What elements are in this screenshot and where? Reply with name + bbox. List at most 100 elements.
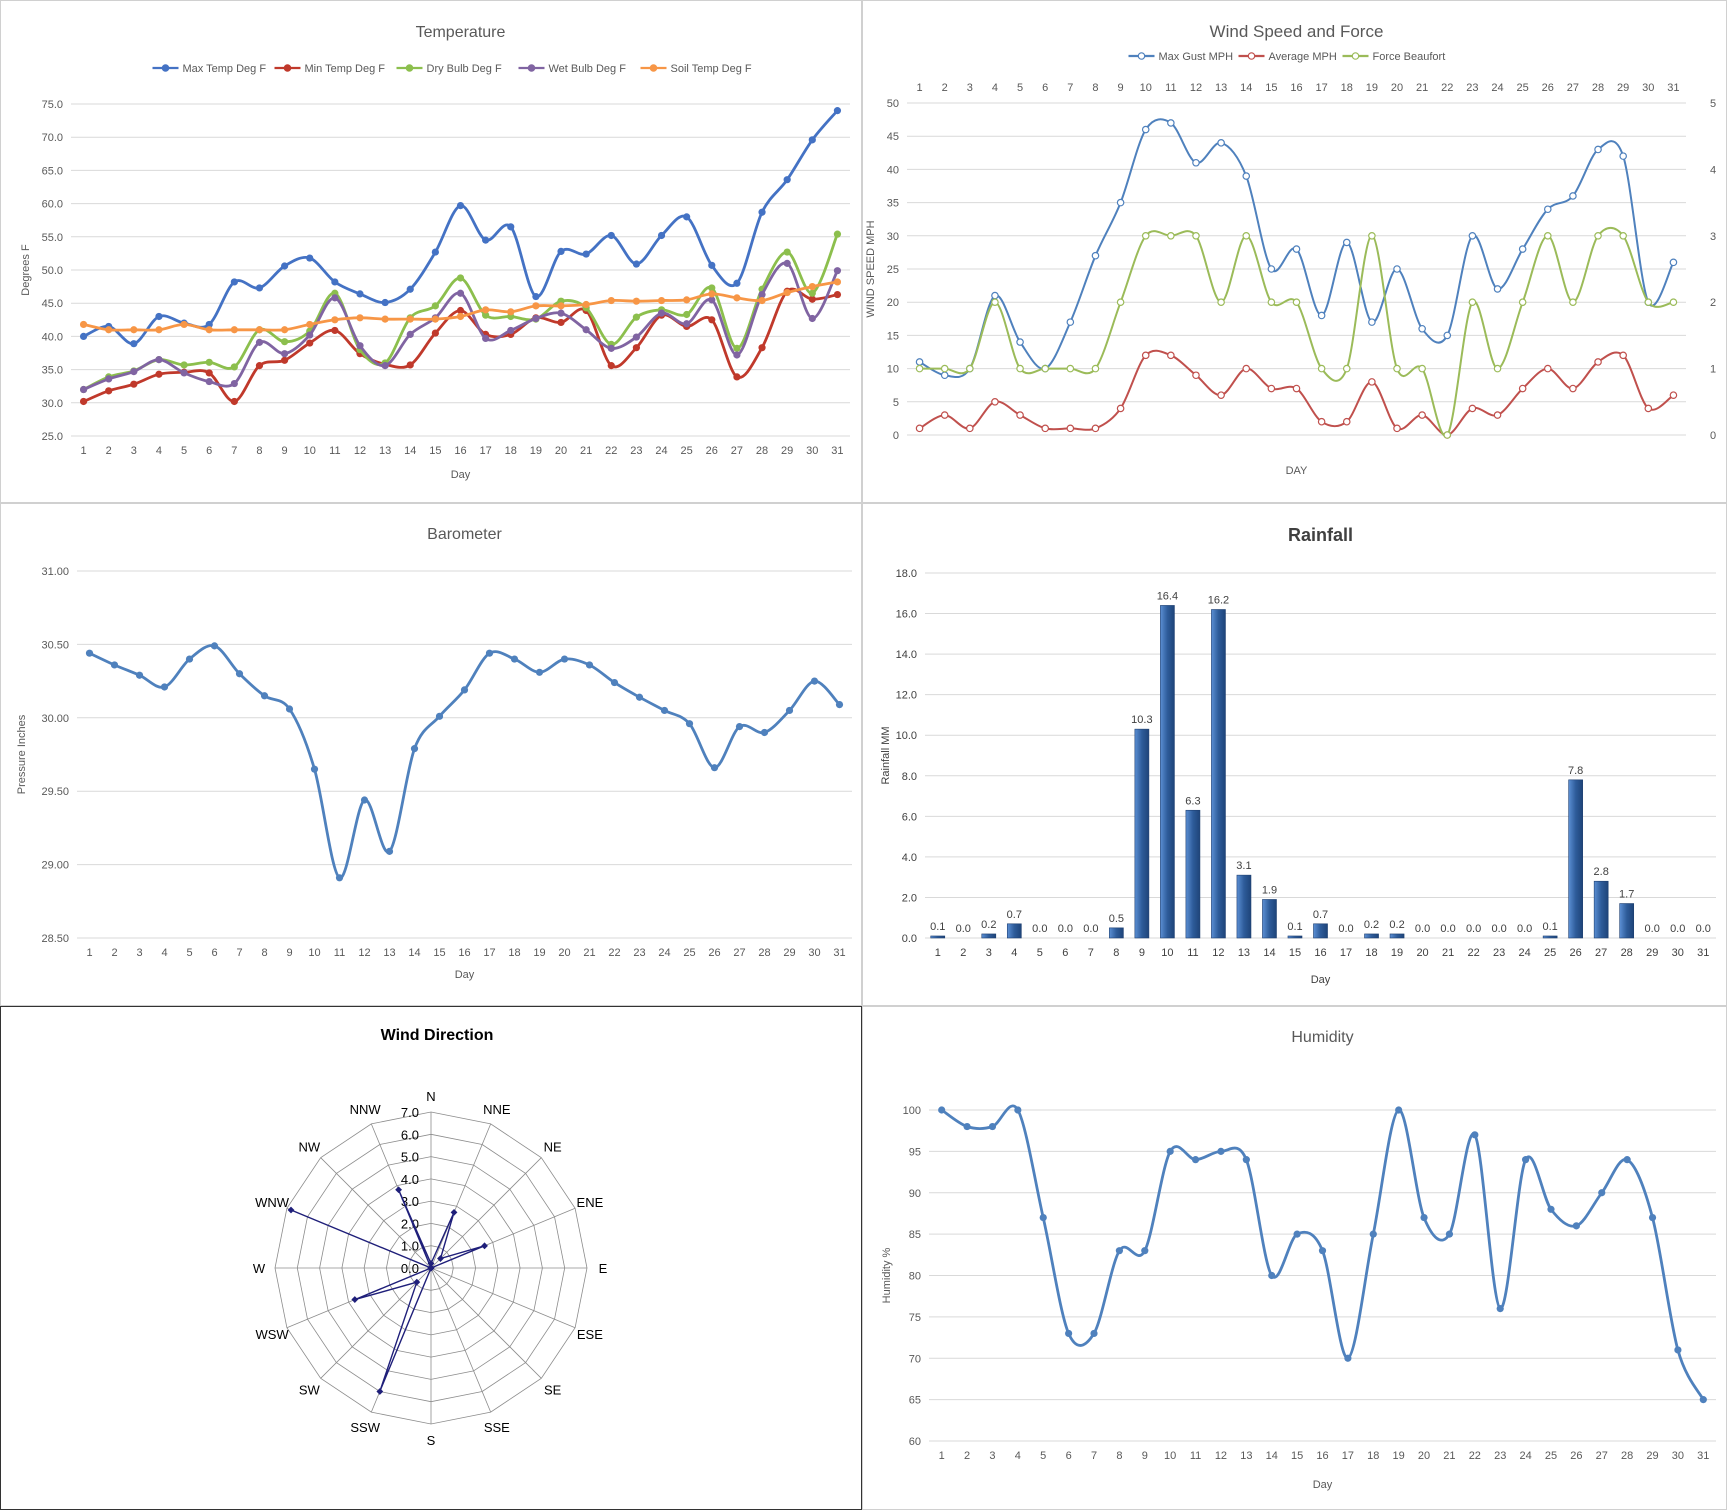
x-tick-label: 8 xyxy=(1116,1450,1122,1462)
x-tick-label: 5 xyxy=(1037,947,1043,959)
x-tick-label: 11 xyxy=(334,947,345,959)
bar xyxy=(1313,923,1328,939)
data-label: 0.0 xyxy=(1440,923,1455,935)
chart-title: Wind Direction xyxy=(381,1027,494,1044)
data-point xyxy=(1543,205,1552,214)
direction-label: S xyxy=(427,1433,436,1448)
y-tick-label: 5 xyxy=(893,397,899,409)
x-tick-label: 20 xyxy=(558,947,570,959)
x-tick-label: 8 xyxy=(1092,82,1098,94)
x-tick-label: 12 xyxy=(1190,82,1202,94)
data-point xyxy=(1598,1189,1606,1197)
data-point xyxy=(155,326,163,334)
data-point xyxy=(607,344,615,352)
data-point xyxy=(708,296,716,304)
data-point xyxy=(431,302,439,310)
data-point xyxy=(1493,285,1502,293)
y-tick-label: 45.0 xyxy=(42,298,63,310)
data-point xyxy=(1669,258,1678,267)
data-point xyxy=(1418,364,1426,373)
x-tick-label: 14 xyxy=(1240,82,1252,94)
x-tick-label: 19 xyxy=(1393,1450,1405,1462)
y-tick-label: 70.0 xyxy=(42,132,63,144)
x-tick-label: 4 xyxy=(992,82,998,94)
x-tick-label: 3 xyxy=(131,445,137,457)
bar xyxy=(1262,899,1277,939)
data-point xyxy=(557,247,565,256)
y2-tick-label: 2 xyxy=(1710,297,1716,309)
data-point xyxy=(85,649,94,657)
data-point xyxy=(758,296,766,305)
x-axis-label: Day xyxy=(1313,1479,1333,1491)
data-point xyxy=(1468,232,1477,240)
data-point xyxy=(1644,404,1653,413)
direction-label: SSE xyxy=(484,1420,510,1435)
data-point xyxy=(1242,232,1251,240)
bar xyxy=(981,933,997,939)
data-point xyxy=(79,320,88,329)
legend-marker xyxy=(1247,52,1256,60)
x-tick-label: 14 xyxy=(404,445,416,457)
x-tick-label: 9 xyxy=(1118,82,1124,94)
data-point xyxy=(180,320,188,329)
bar xyxy=(1568,779,1583,939)
legend-marker xyxy=(161,64,170,72)
x-tick-label: 27 xyxy=(1567,82,1579,94)
data-point xyxy=(456,274,465,282)
data-point xyxy=(481,1242,488,1250)
x-tick-label: 2 xyxy=(960,947,966,959)
data-point xyxy=(833,267,842,275)
data-point xyxy=(1648,1213,1657,1222)
bar xyxy=(1542,935,1558,939)
data-point xyxy=(1167,232,1175,240)
data-label: 0.0 xyxy=(1466,923,1481,935)
radar-spoke xyxy=(320,1157,432,1269)
y2-tick-label: 5 xyxy=(1710,98,1716,110)
data-point xyxy=(1039,1213,1047,1222)
data-label: 2.8 xyxy=(1594,866,1609,878)
x-tick-label: 17 xyxy=(1340,947,1352,959)
x-tick-label: 6 xyxy=(1066,1450,1072,1462)
x-tick-label: 19 xyxy=(1366,82,1378,94)
data-point xyxy=(331,316,339,324)
x-tick-label: 29 xyxy=(1646,947,1658,959)
x-tick-label: 24 xyxy=(1491,82,1503,94)
data-point xyxy=(535,668,544,676)
data-point xyxy=(1116,198,1125,207)
x-tick-label: 16 xyxy=(1290,82,1302,94)
wind-direction-chart-panel: Wind Direction N NNE NE ENE E ESE SE SSE S SSW SW WS… xyxy=(0,1006,862,1510)
data-point xyxy=(130,326,138,334)
data-point xyxy=(413,1278,421,1286)
data-point xyxy=(79,397,88,406)
x-tick-label: 21 xyxy=(583,947,595,959)
data-point xyxy=(963,1122,971,1131)
x-tick-label: 28 xyxy=(1592,82,1604,94)
data-point xyxy=(708,261,716,269)
x-tick-label: 8 xyxy=(256,445,262,457)
data-point xyxy=(1619,232,1627,240)
data-point xyxy=(456,201,465,210)
data-point xyxy=(1192,158,1200,167)
y-tick-label: 25.0 xyxy=(42,431,63,443)
data-point xyxy=(760,728,769,737)
data-point xyxy=(485,649,494,657)
data-point xyxy=(657,296,666,305)
wind-speed-chart: Wind Speed and Force05101520253035404550… xyxy=(865,22,1716,477)
y-axis-label: WIND SPEED MPH xyxy=(865,220,877,317)
direction-label: NW xyxy=(299,1139,321,1154)
data-point xyxy=(532,314,540,323)
data-label: 7.8 xyxy=(1568,765,1583,777)
x-tick-label: 3 xyxy=(989,1450,995,1462)
data-point xyxy=(1368,318,1376,326)
direction-label: WNW xyxy=(255,1195,290,1210)
y-tick-label: 65 xyxy=(909,1395,921,1407)
data-point xyxy=(160,683,169,691)
direction-label: ESE xyxy=(577,1327,603,1342)
x-tick-label: 6 xyxy=(1042,82,1048,94)
data-point xyxy=(1292,384,1301,393)
y-axis-label: Rainfall MM xyxy=(880,726,892,784)
data-point xyxy=(482,311,490,319)
data-point xyxy=(255,338,264,346)
x-tick-label: 1 xyxy=(81,445,87,457)
data-point xyxy=(385,847,394,855)
